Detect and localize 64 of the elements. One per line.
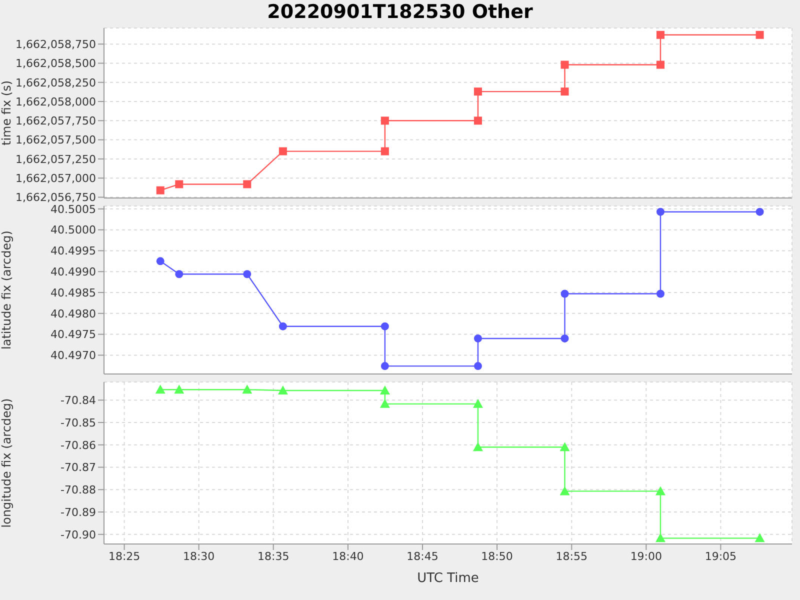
x-tick-label: 18:30 [182, 550, 215, 563]
x-tick-label: 19:00 [630, 550, 662, 563]
x-tick-label: 18:35 [258, 550, 290, 563]
point [175, 270, 184, 278]
y-tick-label: 40.4975 [50, 328, 96, 342]
y-tick-label: 40.4970 [50, 349, 96, 362]
point [655, 533, 666, 542]
point [474, 362, 482, 370]
x-tick-label: 18:50 [481, 550, 513, 563]
x-tick-label: 18:45 [406, 550, 438, 563]
point [754, 533, 765, 542]
point [474, 334, 482, 342]
y-tick-label: -70.87 [60, 461, 96, 474]
point [560, 486, 570, 496]
y-tick-label: 40.4990 [50, 266, 96, 279]
point [243, 270, 252, 278]
point [278, 386, 288, 395]
y-tick-label: -70.86 [60, 438, 96, 452]
x-axis-title: UTC Time [417, 571, 479, 586]
y-tick-label: 1,662,058,750 [16, 38, 96, 51]
y-tick-label: -70.89 [60, 506, 96, 519]
y-tick-label: 40.5005 [50, 202, 96, 216]
y-tick-label: 1,662,058,500 [16, 57, 96, 70]
x-tick-label: 18:40 [332, 550, 364, 563]
y-axis-title: time fix (s) [0, 80, 14, 146]
point [656, 208, 664, 216]
x-tick-label: 19:05 [704, 550, 737, 563]
y-tick-label: 1,662,057,000 [16, 172, 96, 185]
y-tick-label: -70.88 [60, 484, 96, 497]
point [278, 322, 287, 330]
point [560, 442, 570, 452]
point [156, 257, 164, 266]
point [380, 362, 389, 370]
point [655, 486, 666, 496]
y-tick-label: 1,662,057,250 [16, 152, 96, 166]
y-tick-label: 40.4980 [50, 307, 96, 320]
y-tick-label: 40.4985 [50, 286, 96, 300]
y-tick-label: 40.4995 [50, 244, 96, 258]
y-axis-title: latitude fix (arcdeg) [0, 230, 14, 350]
y-tick-label: -70.90 [60, 528, 96, 542]
point [155, 384, 166, 394]
point [242, 384, 252, 394]
point [472, 442, 483, 452]
y-tick-label: -70.84 [60, 394, 96, 408]
y-tick-label: 1,662,056,750 [16, 191, 96, 204]
y-axis-title: longitude fix (arcdeg) [0, 398, 14, 528]
point [380, 398, 390, 408]
point [756, 208, 764, 216]
y-tick-label: 1,662,057,750 [16, 114, 96, 128]
point [174, 384, 184, 394]
x-tick-label: 18:25 [108, 550, 140, 563]
point [380, 386, 390, 395]
y-tick-label: 40.5000 [50, 224, 96, 237]
point [560, 290, 569, 298]
x-tick-label: 18:55 [556, 550, 588, 563]
y-tick-label: 1,662,057,500 [16, 134, 96, 147]
point [380, 322, 389, 330]
chart-title: 20220901T182530 Other [266, 0, 534, 25]
point [656, 290, 664, 298]
y-tick-label: 1,662,058,250 [16, 76, 96, 90]
y-tick-label: -70.85 [60, 416, 96, 430]
point [560, 334, 569, 342]
point [472, 398, 483, 408]
y-tick-label: 1,662,058,000 [16, 95, 96, 108]
